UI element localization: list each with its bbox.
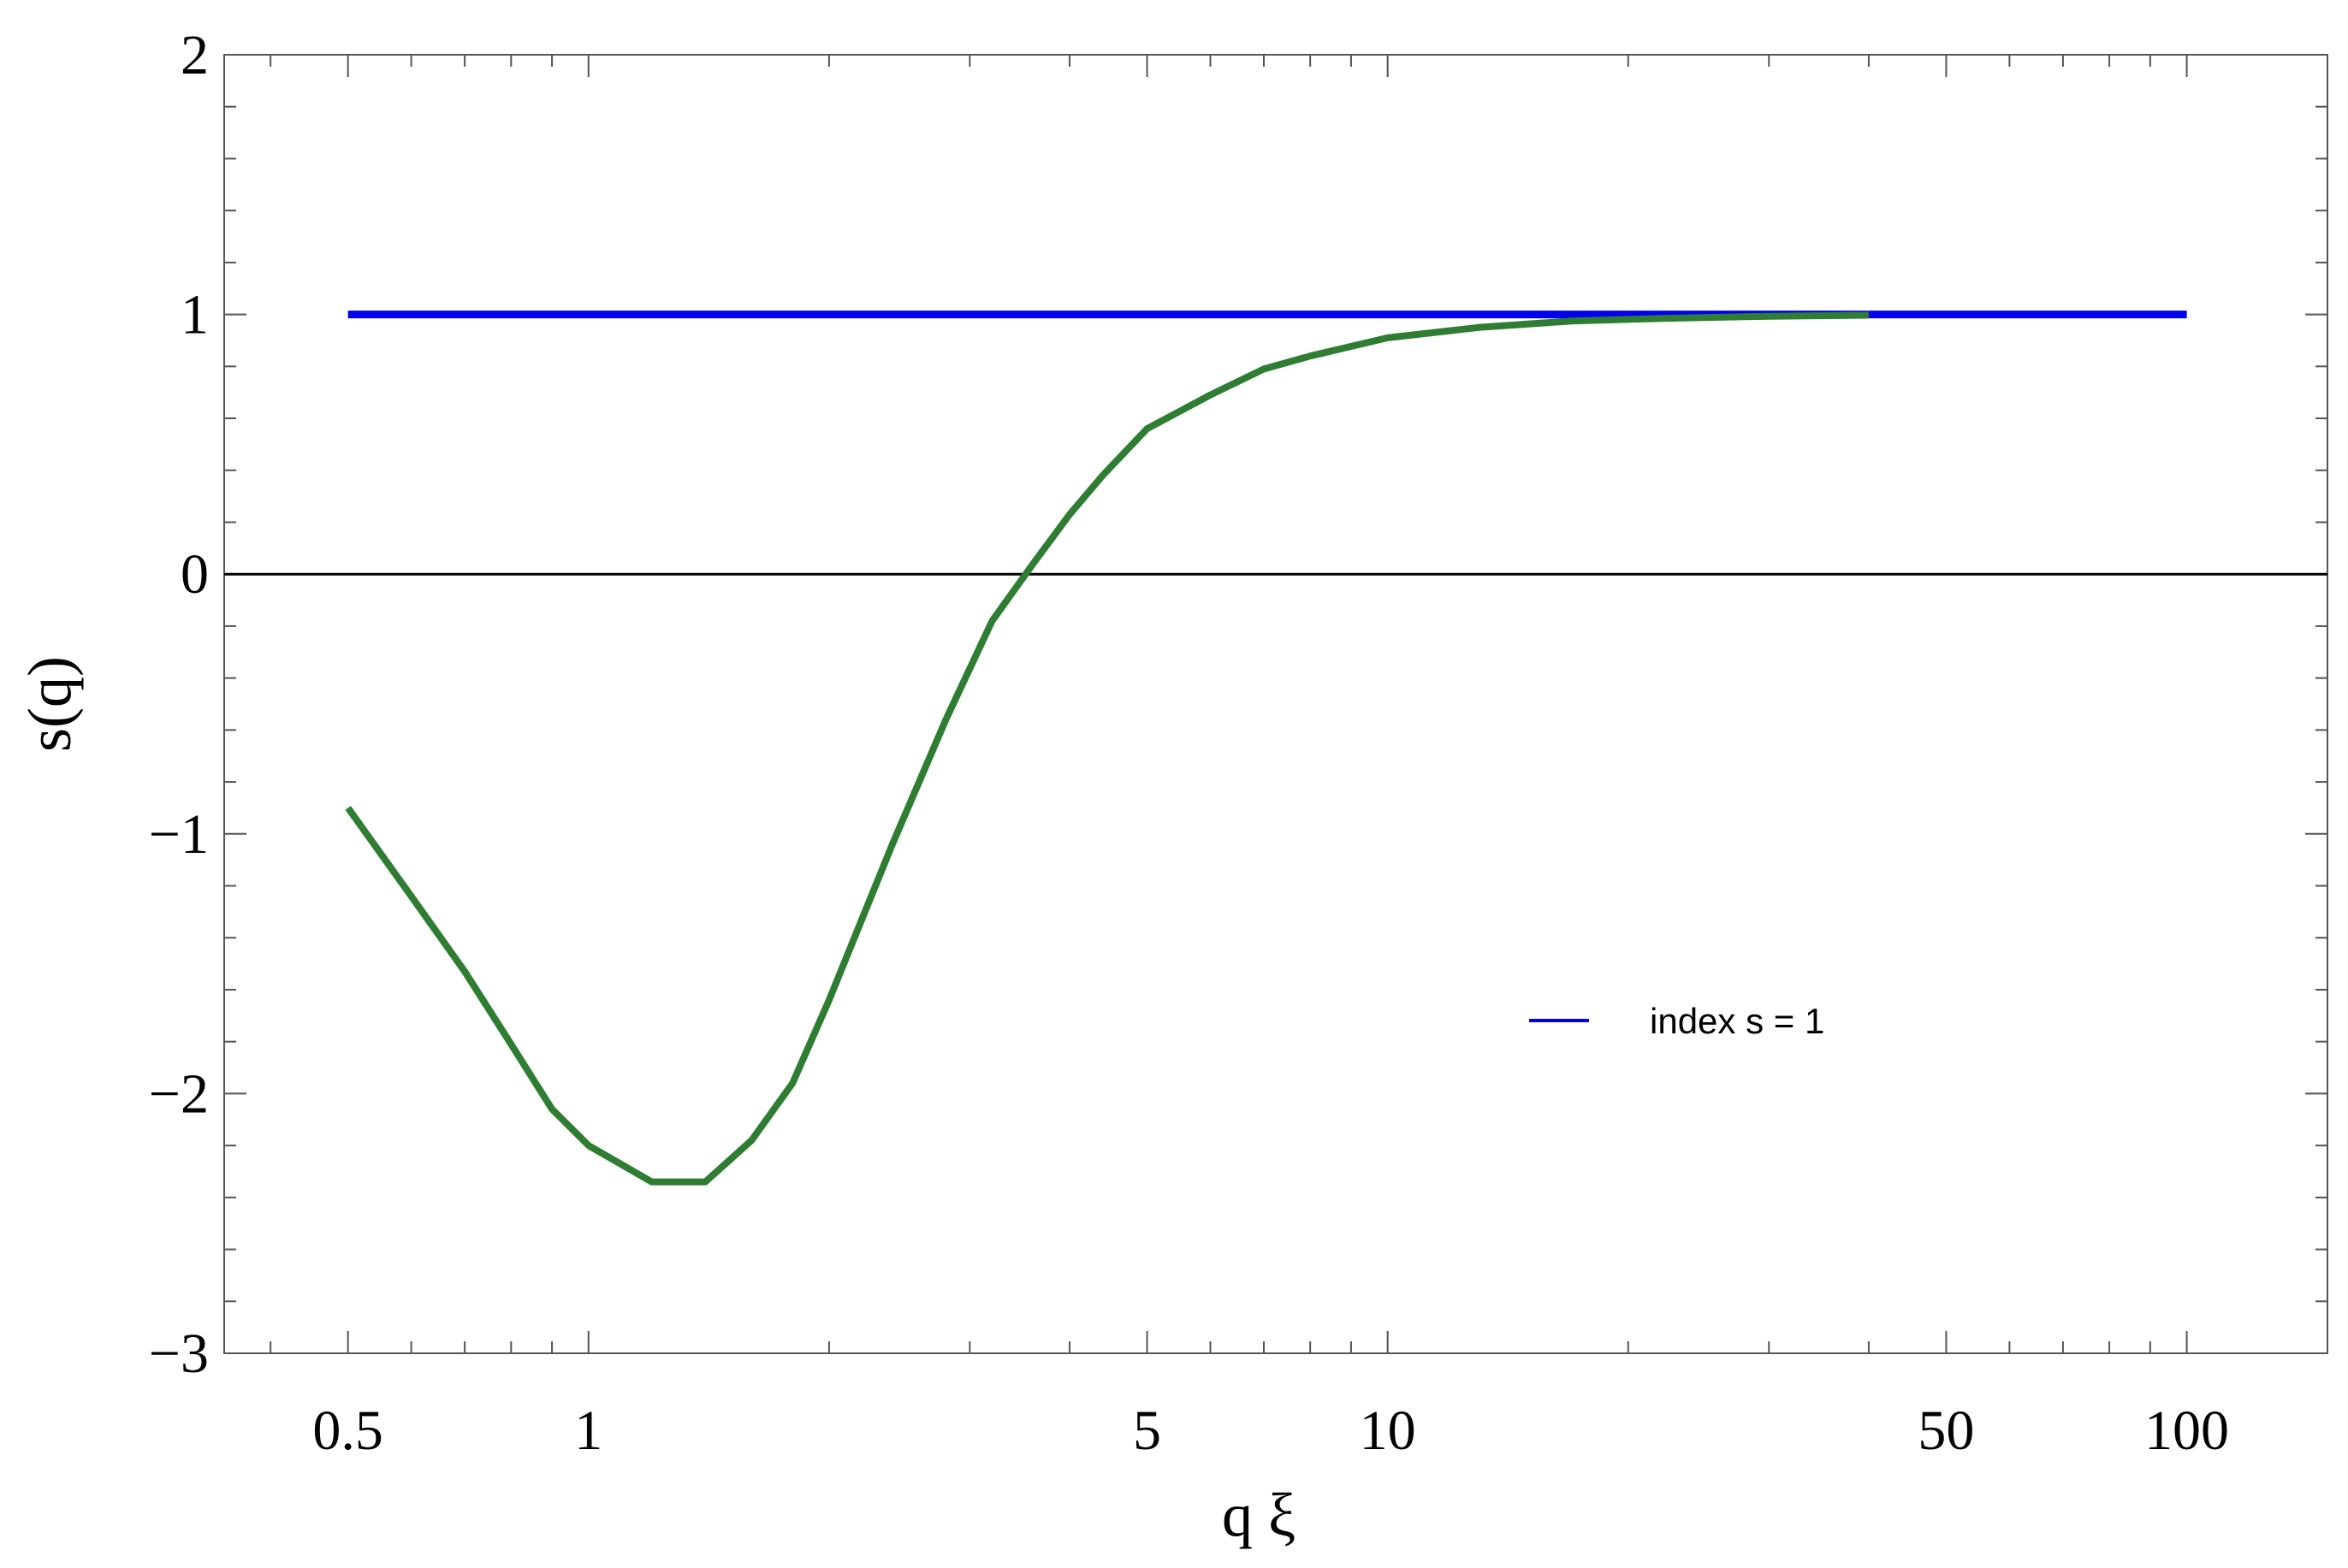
y-axis-title: s(q) (15, 656, 84, 752)
tick-labels: 0.5 1 5 10 50 100 −3 −2 −1 0 1 2 (149, 24, 2229, 1462)
x-tick-label: 10 (1360, 1399, 1416, 1462)
y-tick-label: 2 (181, 24, 209, 86)
plot-frame (223, 54, 2328, 1354)
y-tick-label: −1 (149, 803, 209, 866)
y-tick-label: 1 (181, 284, 209, 346)
series-layer (345, 311, 2187, 1186)
x-tick-label: 5 (1133, 1399, 1161, 1462)
y-tick-label: 0 (181, 543, 209, 606)
x-axis-title: q ξ (1222, 1481, 1296, 1549)
y-tick-label: −3 (149, 1322, 209, 1385)
tick-marks (224, 54, 2327, 1354)
x-tick-label: 1 (574, 1399, 602, 1462)
legend-label: index s = 1 (1650, 1001, 1824, 1041)
series-line-2 (345, 311, 1869, 1186)
legend: index s = 1 (1529, 1001, 1824, 1041)
y-tick-label: −2 (149, 1062, 209, 1125)
x-tick-label: 0.5 (312, 1399, 383, 1462)
x-tick-label: 100 (2144, 1399, 2229, 1462)
x-tick-label: 50 (1918, 1399, 1974, 1462)
